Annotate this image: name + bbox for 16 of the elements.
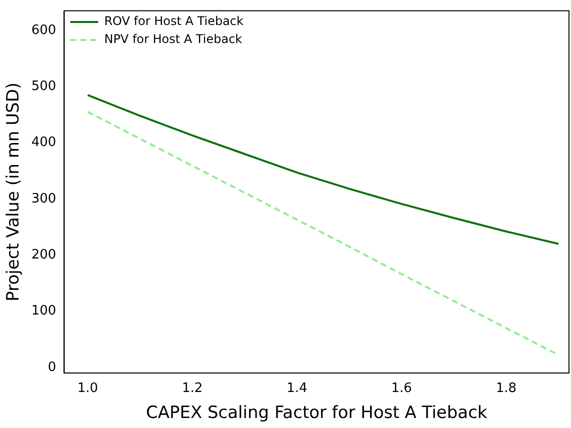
legend-label: ROV for Host A Tieback (104, 14, 244, 28)
y-tick-label: 600 (31, 22, 56, 38)
y-tick-label: 0 (48, 360, 56, 375)
x-tick-label: 1.8 (496, 381, 517, 396)
x-axis-title: CAPEX Scaling Factor for Host A Tieback (146, 403, 488, 424)
y-tick-label: 300 (31, 191, 56, 206)
x-tick-label: 1.0 (77, 381, 98, 396)
x-tick-label: 1.4 (286, 381, 308, 396)
y-axis-title: Project Value (in mn USD) (4, 82, 24, 302)
legend-label: NPV for Host A Tieback (104, 32, 242, 46)
y-tick-label: 500 (31, 78, 56, 94)
y-tick-label: 100 (31, 304, 56, 319)
x-tick-label: 1.2 (182, 381, 203, 396)
y-tick-label: 400 (31, 135, 56, 150)
y-tick-label: 200 (31, 247, 56, 262)
x-tick-label: 1.6 (391, 381, 412, 396)
